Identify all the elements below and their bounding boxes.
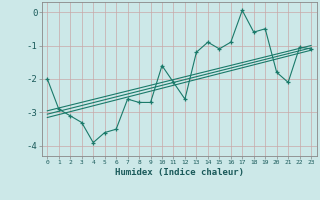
X-axis label: Humidex (Indice chaleur): Humidex (Indice chaleur): [115, 168, 244, 177]
